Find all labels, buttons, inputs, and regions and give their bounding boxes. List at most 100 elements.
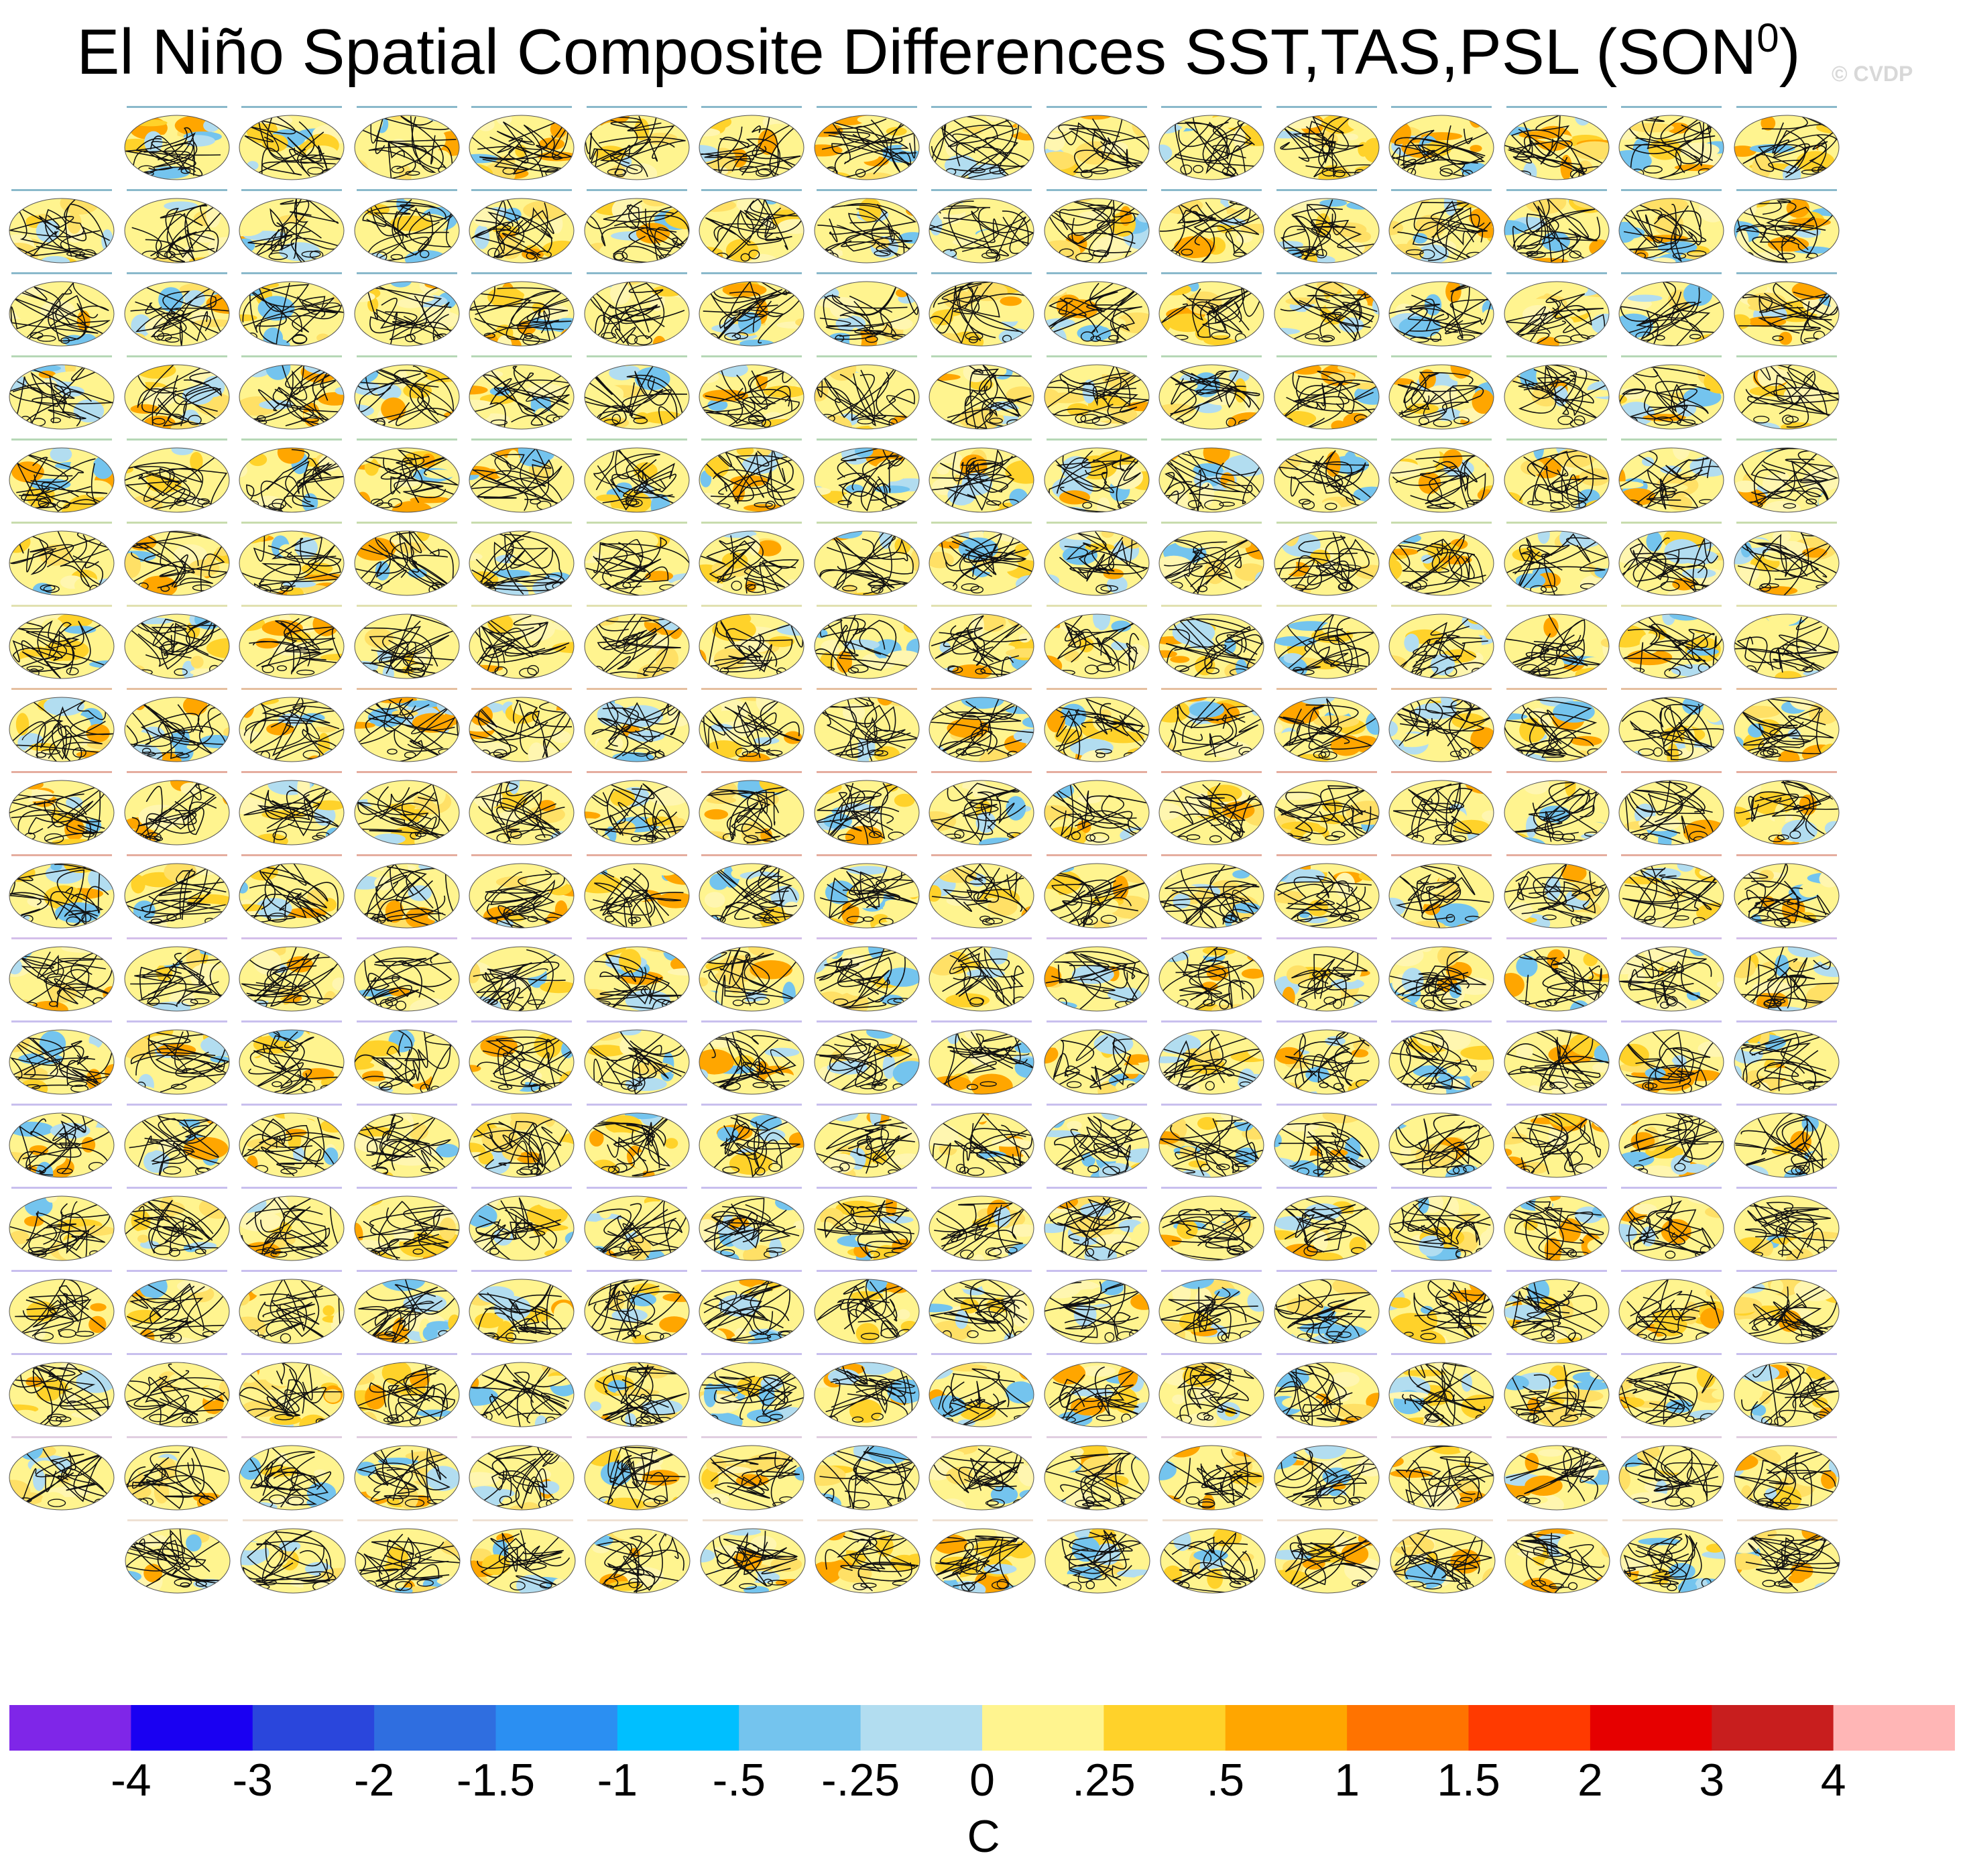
anomaly-patch	[1018, 633, 1031, 643]
map-panel	[1503, 520, 1610, 597]
map-panel	[1158, 520, 1265, 597]
map-panel-svg	[1044, 780, 1149, 845]
psl-contour-ring	[1529, 668, 1549, 676]
map-panel-label-mark	[11, 854, 112, 856]
psl-contour	[1735, 207, 1814, 263]
map-panel-label	[1273, 687, 1380, 691]
psl-contour	[1290, 455, 1360, 500]
map-panel	[238, 271, 345, 347]
map-panel-label-mark	[1276, 106, 1377, 108]
anomaly-patch	[1685, 621, 1724, 632]
map-panel	[468, 188, 575, 264]
anomaly-patch	[1571, 141, 1609, 160]
anomaly-patch	[1279, 448, 1295, 452]
psl-contour	[709, 198, 788, 254]
psl-contour	[259, 534, 341, 585]
anomaly-patch	[239, 729, 261, 741]
map-panel-label-mark	[1276, 771, 1377, 773]
psl-contour	[1178, 120, 1252, 156]
map-panel	[8, 687, 115, 763]
map-border	[1504, 281, 1609, 347]
anomaly-patch	[814, 169, 830, 180]
map-border	[699, 447, 804, 513]
map-border	[1158, 198, 1264, 263]
map-panel-label-mark	[816, 522, 917, 524]
map-panel-svg	[929, 780, 1034, 845]
anomaly-patch	[1283, 115, 1323, 129]
psl-contour	[357, 457, 458, 495]
anomaly-patch	[206, 638, 229, 658]
psl-contour	[1431, 207, 1485, 260]
psl-contour	[242, 449, 310, 510]
map-panel	[1043, 105, 1150, 181]
psl-contour	[1619, 212, 1679, 248]
map-panel-label-mark	[931, 272, 1032, 274]
map-panel-label	[813, 105, 920, 109]
map-panel-label-mark	[126, 688, 227, 690]
anomaly-patch	[1765, 614, 1801, 626]
map-panel	[698, 936, 805, 1012]
map-panel-label	[583, 770, 691, 774]
anomaly-patch	[814, 459, 838, 475]
map-panel	[8, 354, 115, 430]
map-panel-label-mark	[1621, 355, 1722, 357]
map-panel	[928, 520, 1035, 597]
psl-contour	[493, 387, 574, 429]
map-border	[1734, 198, 1839, 263]
psl-contour	[1668, 629, 1715, 672]
psl-contour-ring	[390, 166, 404, 174]
map-panel-svg	[9, 863, 115, 929]
map-border	[124, 697, 229, 762]
anomaly-patch	[756, 697, 777, 713]
map-panel-label	[238, 188, 345, 192]
psl-contour	[1057, 622, 1134, 671]
anomaly-patch	[354, 614, 371, 617]
anomaly-patch	[376, 384, 402, 400]
anomaly-patch	[874, 485, 910, 493]
anomaly-patch	[754, 737, 780, 744]
map-panel	[238, 853, 345, 929]
psl-contour	[124, 462, 227, 511]
anomaly-patch	[1241, 968, 1264, 979]
psl-contour	[601, 315, 636, 346]
map-panel-svg	[814, 530, 919, 596]
map-border	[354, 364, 459, 430]
anomaly-patch	[903, 620, 919, 633]
map-border	[1274, 364, 1379, 430]
map-panel-label	[1388, 853, 1495, 858]
psl-contour	[247, 229, 311, 251]
anomaly-patch	[593, 418, 622, 428]
anomaly-patch	[1128, 1007, 1149, 1011]
psl-contour	[1396, 534, 1470, 593]
psl-contour	[1619, 543, 1667, 581]
map-panel	[1503, 687, 1610, 763]
psl-contour	[1624, 116, 1715, 167]
map-panel-label	[698, 271, 805, 276]
map-panel	[1273, 188, 1380, 264]
psl-contour-ring	[642, 666, 660, 673]
anomaly-patch	[584, 725, 623, 739]
psl-contour	[473, 465, 562, 499]
psl-contour-ring	[841, 585, 857, 592]
map-panel	[698, 603, 805, 680]
map-panel-svg	[699, 198, 804, 263]
anomaly-patch	[451, 577, 459, 595]
map-panel-label-mark	[356, 355, 457, 357]
psl-contour	[1748, 534, 1819, 586]
anomaly-patch	[704, 892, 725, 908]
map-panel-label	[8, 520, 115, 525]
map-panel-label-mark	[1391, 605, 1492, 607]
psl-contour	[828, 119, 902, 179]
anomaly-patch	[1738, 564, 1759, 582]
psl-contour	[267, 198, 310, 251]
anomaly-patch	[355, 1004, 368, 1011]
psl-contour	[711, 448, 770, 502]
map-panel-label	[238, 271, 345, 276]
psl-contour	[143, 140, 221, 168]
psl-contour	[1195, 380, 1258, 408]
anomaly-patch	[1583, 657, 1606, 665]
map-panel-svg	[929, 946, 1034, 1012]
map-panel-svg	[584, 946, 689, 1012]
psl-contour	[1274, 119, 1349, 178]
psl-contour	[701, 699, 800, 737]
